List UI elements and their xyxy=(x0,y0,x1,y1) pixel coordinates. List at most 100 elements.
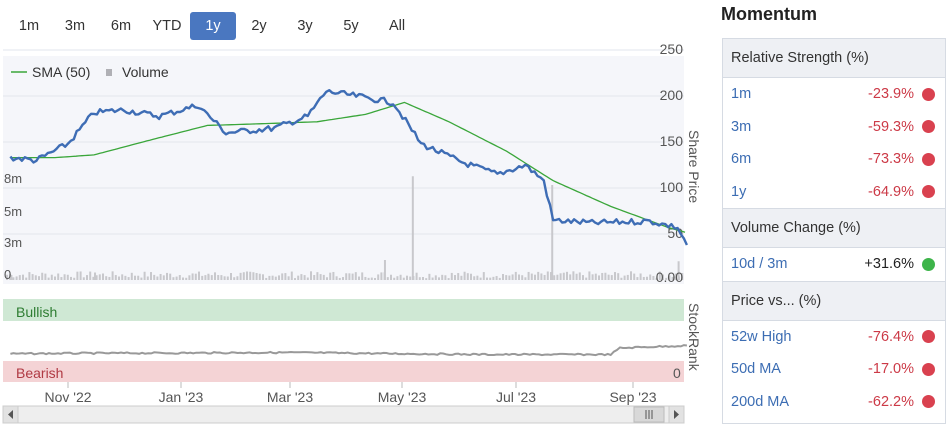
volume-bar xyxy=(591,274,594,280)
volume-tick-5m: 5m xyxy=(4,204,22,219)
volume-bar xyxy=(265,277,268,280)
volume-bar xyxy=(473,276,476,280)
tab-2y[interactable]: 2y xyxy=(251,18,267,34)
bullish-label: Bullish xyxy=(16,304,57,320)
panel-title: Momentum xyxy=(721,4,817,24)
row-value: -62.2% xyxy=(868,393,914,410)
tab-3m[interactable]: 3m xyxy=(64,18,86,34)
volume-bar xyxy=(172,277,175,280)
volume-bar xyxy=(441,274,444,280)
tab-6m[interactable]: 6m xyxy=(110,18,132,34)
volume-bar xyxy=(214,272,216,280)
volume-bar xyxy=(82,277,85,280)
volume-bar xyxy=(450,272,453,280)
momentum-panel: Relative Strength (%) 1m -23.9% 3m -59.3… xyxy=(722,38,946,424)
row-label[interactable]: 3m xyxy=(731,118,752,135)
volume-bar xyxy=(114,275,117,280)
tab-1y[interactable]: 1y xyxy=(190,12,236,40)
volume-bar xyxy=(191,273,194,280)
volume-bar xyxy=(28,272,31,280)
arrow-right-icon xyxy=(674,410,679,419)
volume-bar xyxy=(182,277,184,280)
tab-3y[interactable]: 3y xyxy=(297,18,313,34)
volume-bar xyxy=(655,277,658,280)
row-label[interactable]: 1y xyxy=(731,183,747,200)
row-50d-ma: 50d MA -17.0% xyxy=(723,353,945,386)
row-label[interactable]: 50d MA xyxy=(731,361,781,378)
status-dot-icon xyxy=(922,120,935,134)
volume-bar xyxy=(239,272,242,280)
price-tick-0: 0.00 xyxy=(656,269,683,285)
volume-bar xyxy=(476,275,479,280)
volume-bar xyxy=(326,277,328,280)
volume-bar xyxy=(447,278,450,280)
volume-bar xyxy=(44,273,47,280)
volume-bar xyxy=(489,277,492,280)
volume-bar xyxy=(246,271,248,280)
volume-bar xyxy=(354,272,357,280)
volume-bar xyxy=(486,277,488,280)
volume-bar xyxy=(175,276,178,280)
volume-bar xyxy=(598,275,600,280)
volume-bar xyxy=(386,277,389,280)
volume-bar xyxy=(361,272,364,280)
volume-bar xyxy=(610,275,613,280)
volume-bar xyxy=(393,277,396,280)
volume-bar xyxy=(674,273,677,280)
volume-bar xyxy=(303,275,306,280)
section-header-relative-strength: Relative Strength (%) xyxy=(723,39,945,78)
volume-bar xyxy=(479,277,482,280)
volume-bar xyxy=(396,276,399,280)
volume-bar xyxy=(9,274,12,280)
row-label[interactable]: 200d MA xyxy=(731,393,790,410)
volume-bar xyxy=(10,275,13,280)
volume-bar xyxy=(662,274,664,280)
section-header-volume-change: Volume Change (%) xyxy=(723,208,945,248)
tab-1m[interactable]: 1m xyxy=(18,18,40,34)
volume-bar xyxy=(242,272,245,280)
volume-bar xyxy=(31,274,34,280)
volume-bar xyxy=(348,273,351,280)
volume-bar xyxy=(25,277,28,280)
volume-bar xyxy=(306,277,309,280)
volume-bar xyxy=(41,272,44,280)
tab-all[interactable]: All xyxy=(388,18,406,34)
row-label[interactable]: 6m xyxy=(731,151,752,168)
volume-bar xyxy=(287,276,290,280)
volume-bar xyxy=(342,277,344,280)
row-label[interactable]: 1m xyxy=(731,86,752,103)
tab-ytd[interactable]: YTD xyxy=(152,18,182,34)
volume-bar xyxy=(502,273,504,280)
volume-bar xyxy=(463,271,466,280)
rank-axis-title: StockRank xyxy=(686,303,700,372)
tab-5y[interactable]: 5y xyxy=(343,18,359,34)
row-label[interactable]: 10d / 3m xyxy=(731,256,788,273)
volume-bar xyxy=(178,275,181,280)
volume-bar xyxy=(108,276,111,280)
volume-bar xyxy=(66,274,69,280)
volume-bar xyxy=(411,176,414,280)
volume-bar xyxy=(73,277,76,280)
volume-bar xyxy=(94,272,97,280)
volume-bar xyxy=(466,273,469,280)
volume-bar xyxy=(633,273,636,280)
legend-volume-swatch xyxy=(106,69,112,76)
row-label[interactable]: 52w High xyxy=(731,328,792,345)
volume-bar xyxy=(665,277,668,280)
volume-bar xyxy=(351,273,354,280)
volume-bar xyxy=(297,275,300,280)
status-dot-icon xyxy=(922,185,935,199)
volume-bar xyxy=(601,272,604,280)
volume-bar xyxy=(604,272,607,280)
navigator-scrollbar[interactable] xyxy=(2,405,685,424)
volume-bar xyxy=(551,185,554,280)
volume-bar xyxy=(194,273,197,280)
row-value: -59.3% xyxy=(868,118,914,135)
sma-line xyxy=(10,101,686,233)
volume-bar xyxy=(63,274,66,280)
volume-bar xyxy=(374,277,376,280)
volume-bar xyxy=(124,275,127,280)
row-value: +31.6% xyxy=(864,256,914,273)
row-value: -23.9% xyxy=(868,86,914,103)
volume-bar xyxy=(198,271,200,280)
